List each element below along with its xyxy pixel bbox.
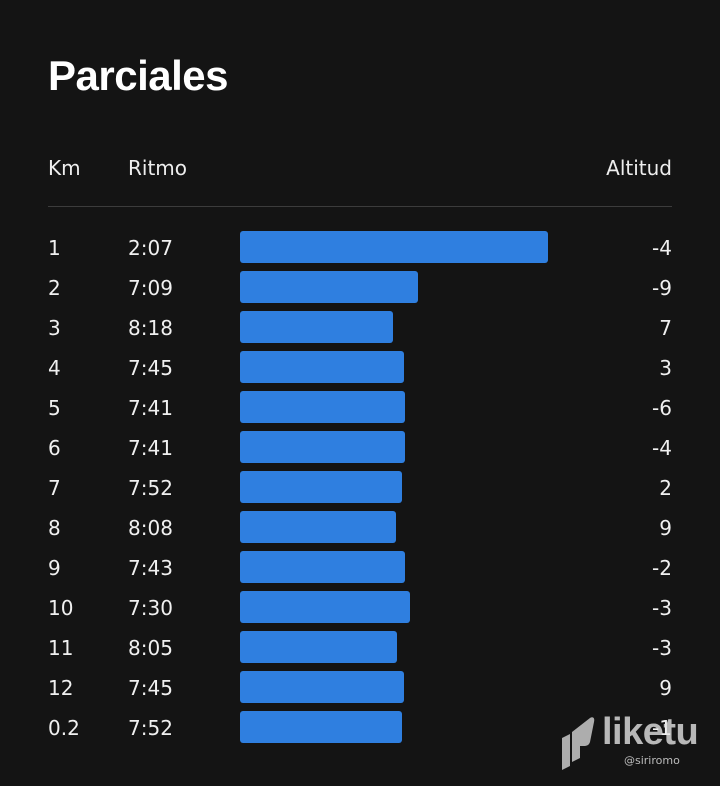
split-pace: 7:45 <box>128 676 173 700</box>
split-km: 1 <box>48 236 61 260</box>
split-pace-bar <box>240 711 402 743</box>
split-altitude: 9 <box>659 516 672 540</box>
split-row: 3 8:18 7 <box>48 308 672 348</box>
split-pace-bar <box>240 551 405 583</box>
split-km: 12 <box>48 676 74 700</box>
split-row: 0.2 7:52 -1 <box>48 708 672 748</box>
split-pace: 7:30 <box>128 596 173 620</box>
split-pace-bar <box>240 591 410 623</box>
split-pace-bar <box>240 391 405 423</box>
watermark-brand: liketu <box>602 711 699 753</box>
split-km: 10 <box>48 596 74 620</box>
split-pace-bar <box>240 511 396 543</box>
column-header-km: Km <box>48 156 81 180</box>
liketu-logo-icon <box>562 717 595 770</box>
split-pace: 2:07 <box>128 236 173 260</box>
split-km: 8 <box>48 516 61 540</box>
split-pace: 7:43 <box>128 556 173 580</box>
split-altitude: -4 <box>652 236 672 260</box>
split-altitude: 2 <box>659 476 672 500</box>
split-row: 2 7:09 -9 <box>48 268 672 308</box>
split-row: 8 8:08 9 <box>48 508 672 548</box>
split-altitude: -4 <box>652 436 672 460</box>
split-altitude: -3 <box>652 636 672 660</box>
split-pace: 8:08 <box>128 516 173 540</box>
split-pace: 7:52 <box>128 716 173 740</box>
split-km: 3 <box>48 316 61 340</box>
split-altitude: -6 <box>652 396 672 420</box>
split-altitude: 9 <box>659 676 672 700</box>
split-pace: 7:09 <box>128 276 173 300</box>
split-row: 5 7:41 -6 <box>48 388 672 428</box>
split-pace-bar <box>240 351 404 383</box>
split-km: 11 <box>48 636 74 660</box>
split-pace-bar <box>240 311 393 343</box>
split-pace: 7:45 <box>128 356 173 380</box>
split-km: 0.2 <box>48 716 80 740</box>
split-pace-bar <box>240 471 402 503</box>
watermark-handle: @siriromo <box>624 754 680 767</box>
column-header-pace: Ritmo <box>128 156 188 180</box>
split-pace: 7:41 <box>128 396 173 420</box>
split-km: 7 <box>48 476 61 500</box>
split-pace: 7:52 <box>128 476 173 500</box>
split-row: 9 7:43 -2 <box>48 548 672 588</box>
split-altitude: -3 <box>652 596 672 620</box>
split-pace-bar <box>240 631 397 663</box>
split-altitude: 7 <box>659 316 672 340</box>
split-pace-bar <box>240 431 405 463</box>
split-row: 10 7:30 -3 <box>48 588 672 628</box>
watermark: liketu @siriromo <box>556 708 706 774</box>
split-pace-bar <box>240 671 404 703</box>
page-title: Parciales <box>48 52 229 99</box>
split-altitude: -1 <box>652 716 672 740</box>
split-pace: 7:41 <box>128 436 173 460</box>
split-altitude: -2 <box>652 556 672 580</box>
split-pace-bar <box>240 271 418 303</box>
header-divider <box>48 206 672 207</box>
split-pace: 8:18 <box>128 316 173 340</box>
split-km: 9 <box>48 556 61 580</box>
column-header-altitude: Altitud <box>606 156 672 180</box>
split-pace-bar <box>240 231 548 263</box>
split-altitude: -9 <box>652 276 672 300</box>
split-row: 6 7:41 -4 <box>48 428 672 468</box>
split-altitude: 3 <box>659 356 672 380</box>
split-km: 4 <box>48 356 61 380</box>
split-pace: 8:05 <box>128 636 173 660</box>
split-km: 6 <box>48 436 61 460</box>
split-row: 12 7:45 9 <box>48 668 672 708</box>
splits-list: 1 2:07 -4 2 7:09 -9 3 8:18 7 4 7:45 3 5 7:41 -6 6 7:41 -4… <box>48 228 672 748</box>
split-km: 5 <box>48 396 61 420</box>
split-row: 7 7:52 2 <box>48 468 672 508</box>
split-row: 11 8:05 -3 <box>48 628 672 668</box>
split-km: 2 <box>48 276 61 300</box>
splits-table-header: Km Ritmo Altitud <box>48 154 672 182</box>
split-row: 1 2:07 -4 <box>48 228 672 268</box>
split-row: 4 7:45 3 <box>48 348 672 388</box>
